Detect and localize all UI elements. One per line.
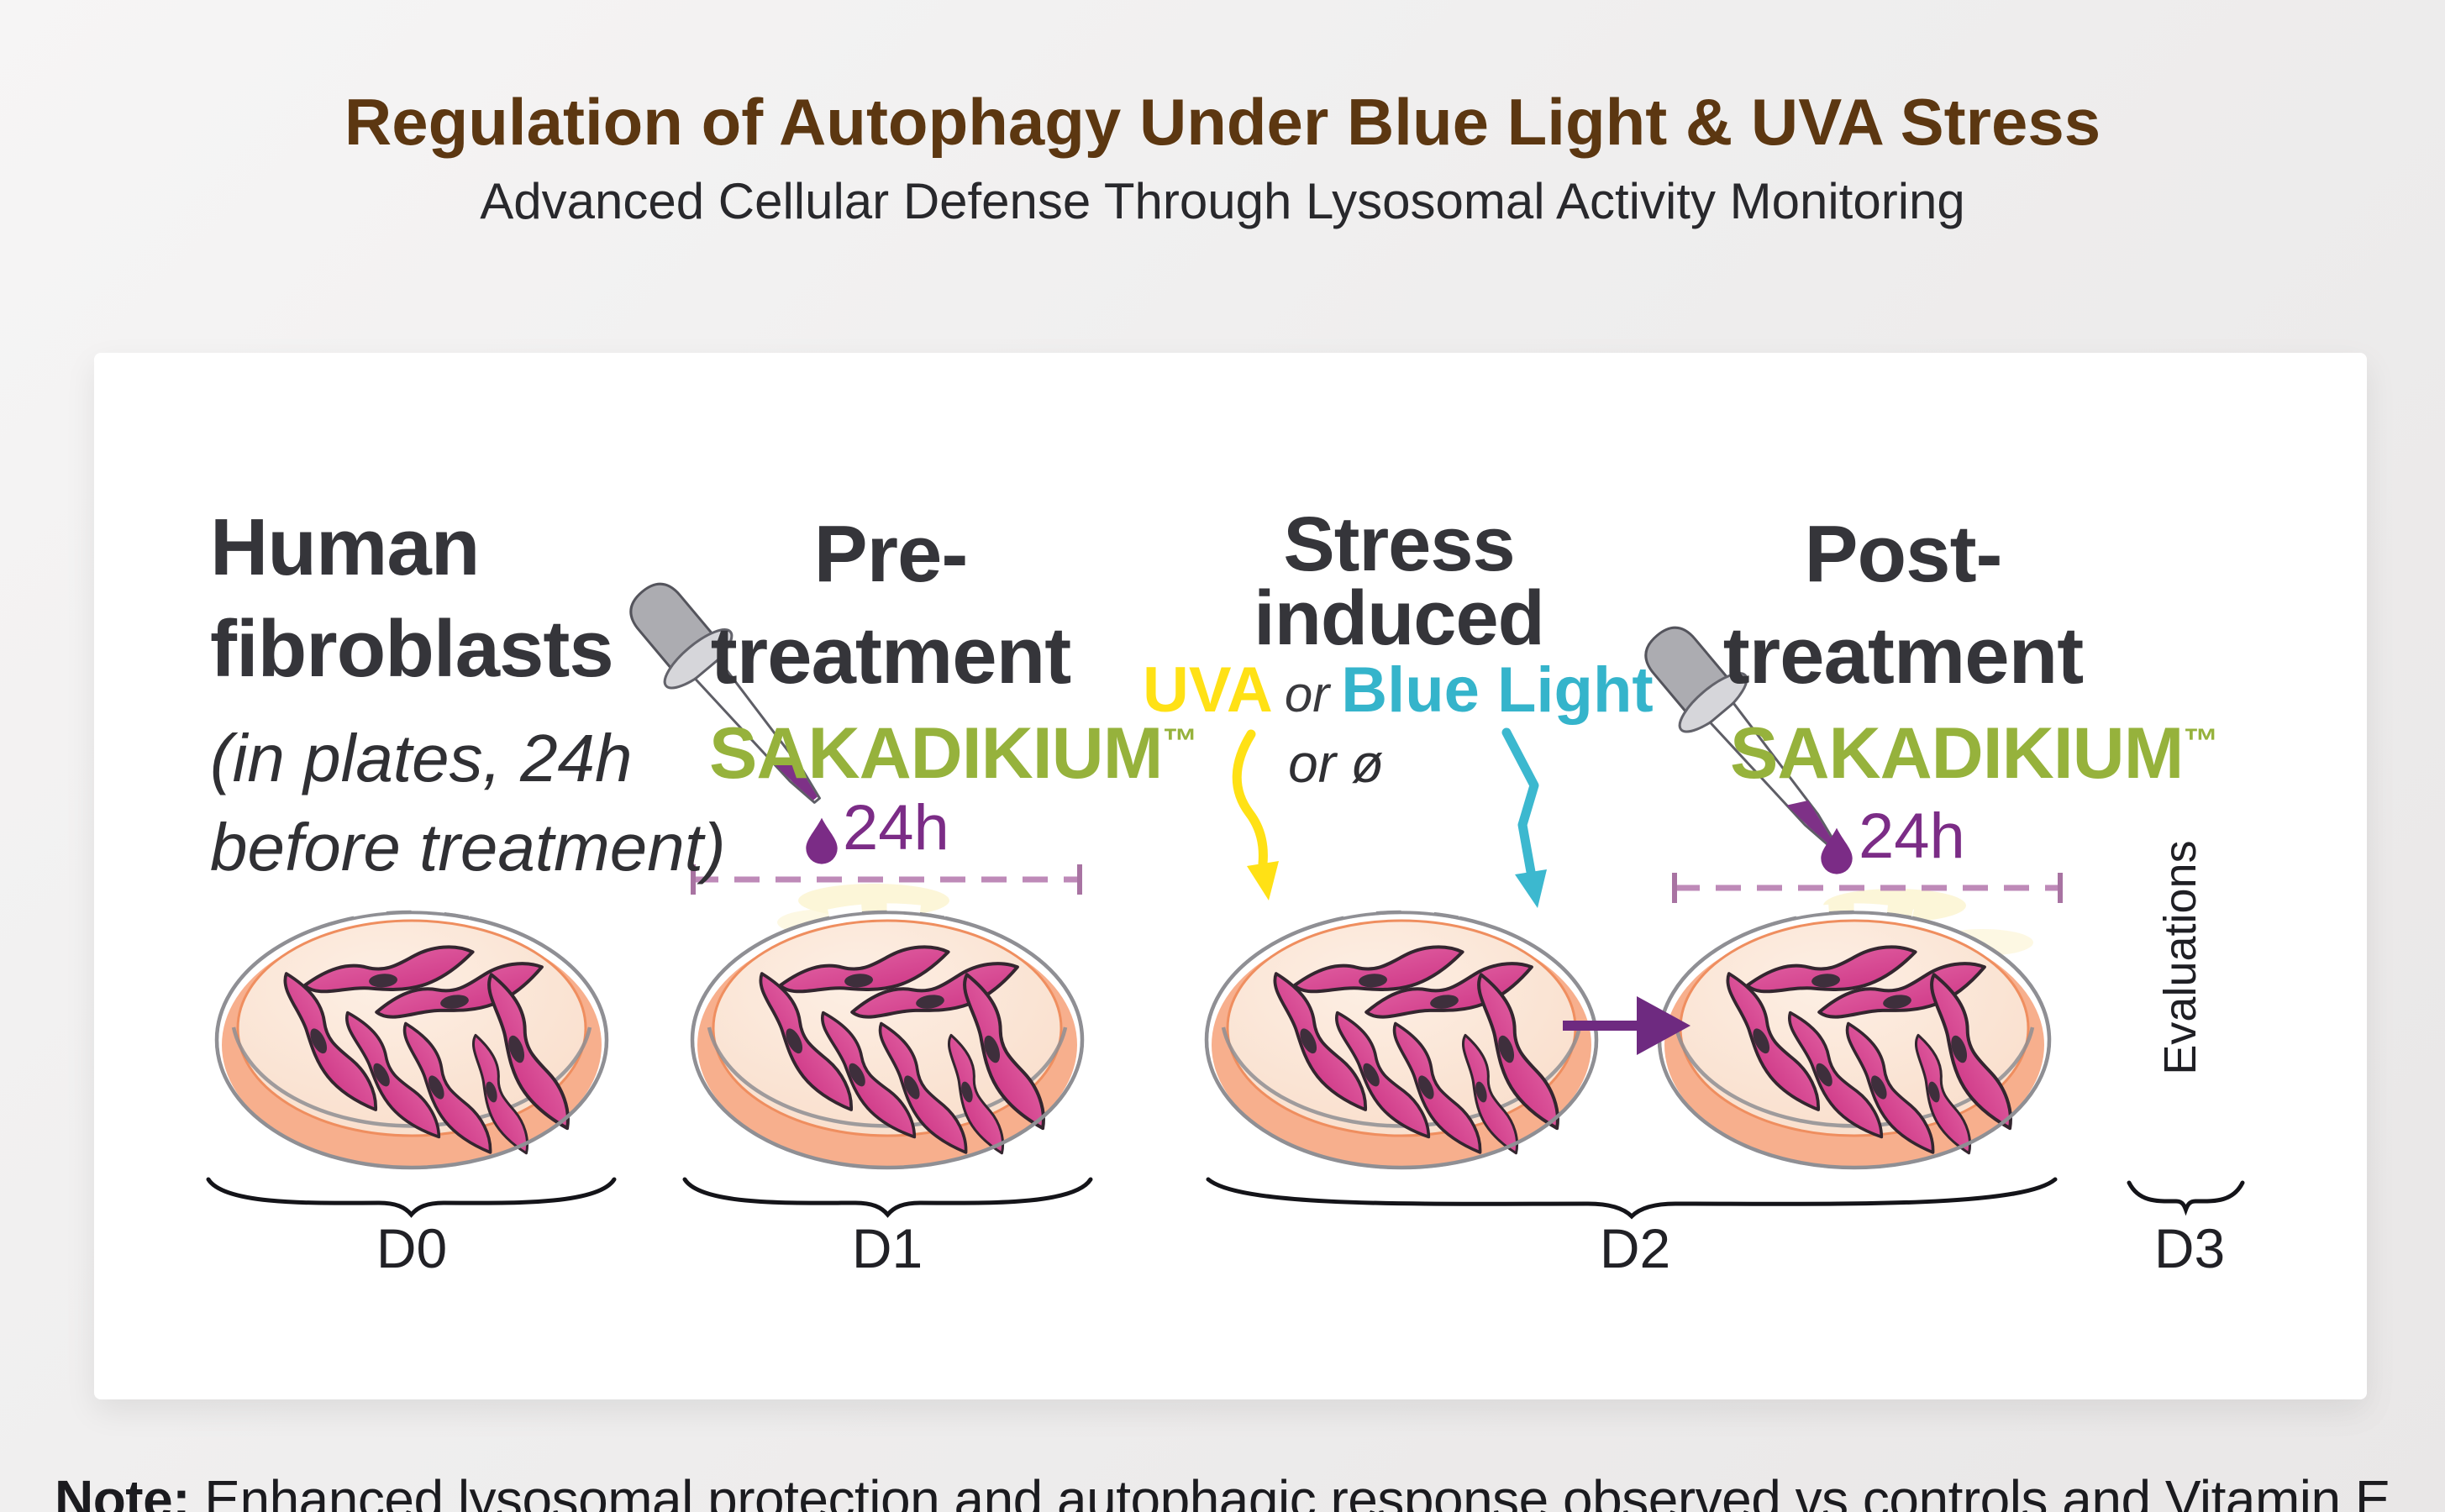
page-title: Regulation of Autophagy Under Blue Light… — [344, 85, 2101, 159]
step1-heading-line2: fibroblasts — [210, 603, 614, 694]
or-null-label: or ø — [1288, 733, 1384, 794]
or-label: or — [1284, 666, 1330, 722]
evaluations-label: Evaluations — [2155, 840, 2206, 1075]
footnote-text: Enhanced lysosomal protection and autoph… — [204, 1469, 2391, 1512]
step3-heading-line1: Stress — [1283, 501, 1515, 587]
step3-heading-line2: induced — [1254, 575, 1545, 662]
step1-heading-line1: Human — [210, 502, 480, 592]
footnote: Note: Enhanced lysosomal protection and … — [0, 1468, 2445, 1512]
day-label-d1: D1 — [851, 1217, 923, 1279]
step2-block: Pre-treatment SAKADIKIUM™ — [639, 504, 1197, 795]
step1-detail-line2: before treatment) — [210, 809, 726, 885]
day-label-d2: D2 — [1599, 1217, 1671, 1279]
step3-block: Stress induced — [1168, 501, 1630, 662]
step4-heading: Post-treatment — [1722, 509, 2084, 701]
trademark-symbol: ™ — [1162, 721, 1197, 761]
day-label-d3: D3 — [2153, 1217, 2226, 1279]
diagram-panel — [94, 353, 2367, 1399]
duration-label: 24h — [1859, 801, 1965, 872]
trademark-symbol: ™ — [2183, 721, 2218, 761]
step4-block: Post-treatment SAKADIKIUM™ — [1668, 504, 2219, 795]
duration-label: 24h — [843, 792, 949, 864]
step1-detail-line1: (in plates, 24h — [210, 720, 633, 795]
page-subtitle: Advanced Cellular Defense Through Lysoso… — [480, 173, 1965, 229]
uva-label: UVA — [1143, 654, 1273, 726]
step2-heading: Pre-treatment — [710, 509, 1071, 701]
product-name: SAKADIKIUM™ — [709, 712, 1197, 794]
blue-light-label: Blue Light — [1341, 654, 1654, 726]
day-label-d0: D0 — [376, 1217, 448, 1279]
footnote-label: Note: — [54, 1469, 191, 1512]
stressor-line: UVA or Blue Light — [1143, 654, 1654, 727]
product-name: SAKADIKIUM™ — [1730, 712, 2218, 794]
step1-block: Human fibroblasts (in plates, 24h before… — [210, 497, 798, 891]
